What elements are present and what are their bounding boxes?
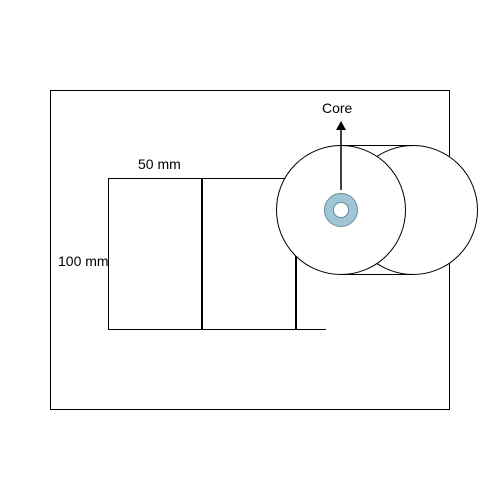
- label-panel-0: [108, 178, 202, 330]
- width-label: 50 mm: [138, 156, 181, 172]
- core-hole: [333, 202, 348, 217]
- diagram-canvas: 100 mm 50 mm Core: [0, 0, 500, 500]
- core-arrow-icon: [335, 116, 347, 191]
- core-label: Core: [322, 100, 352, 116]
- height-label: 100 mm: [58, 253, 109, 269]
